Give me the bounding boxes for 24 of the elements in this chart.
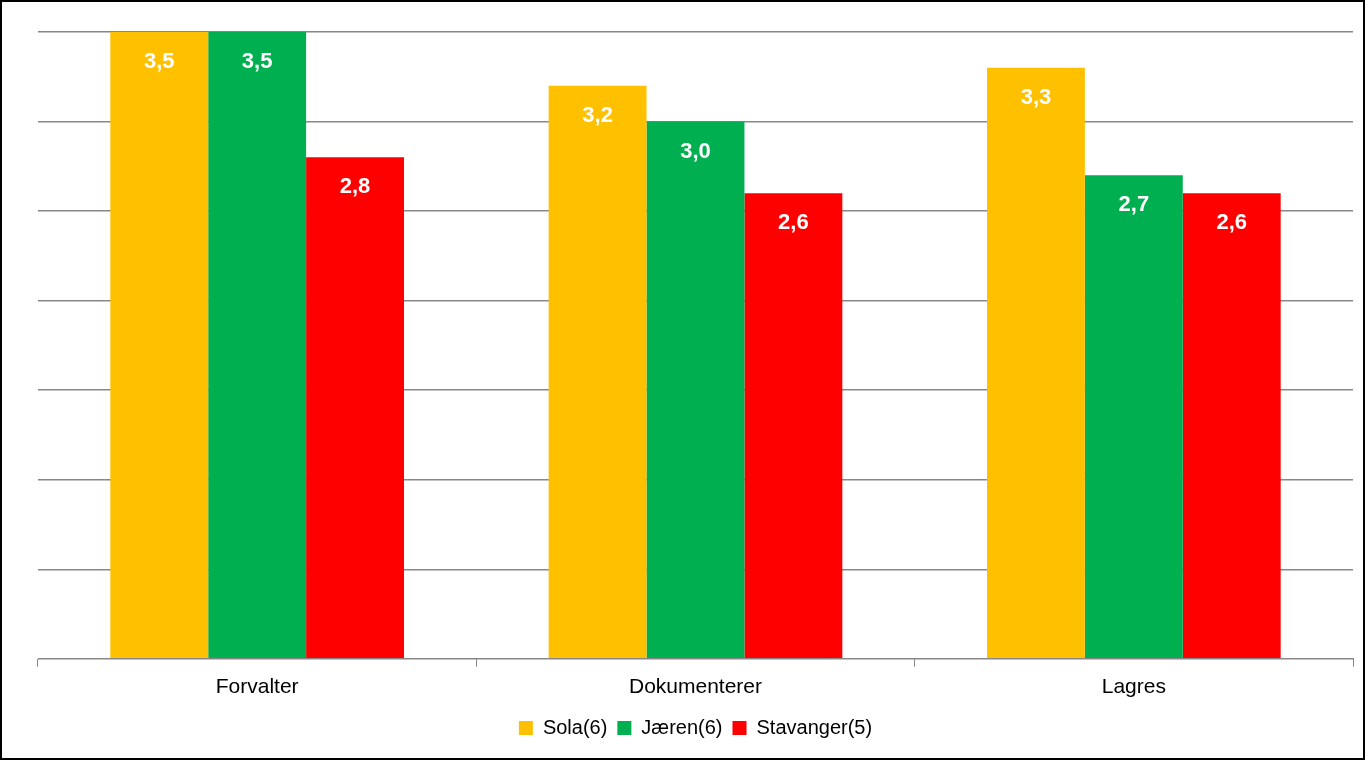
bar xyxy=(986,67,1085,659)
data-label: 2,6 xyxy=(1216,209,1248,235)
legend-label: Jæren(6) xyxy=(641,715,723,738)
bar xyxy=(110,32,209,659)
bar xyxy=(1084,175,1183,659)
bar xyxy=(744,193,843,659)
data-label: 2,6 xyxy=(778,209,809,235)
legend-label: Stavanger(5) xyxy=(756,715,873,738)
data-label: 2,7 xyxy=(1118,191,1150,217)
x-tick-label: Forvalter xyxy=(215,674,299,698)
data-label: 3,0 xyxy=(680,137,711,163)
data-label: 2,8 xyxy=(339,173,371,199)
bar xyxy=(1182,193,1281,659)
legend-label: Sola(6) xyxy=(542,715,608,738)
bar xyxy=(208,32,307,659)
x-tick-label: Lagres xyxy=(1101,674,1166,698)
bar xyxy=(306,157,405,659)
data-label: 3,2 xyxy=(582,101,613,127)
x-tick-label: Dokumenterer xyxy=(628,674,763,698)
data-label: 3,3 xyxy=(1020,83,1052,109)
bar xyxy=(548,85,647,659)
data-label: 3,5 xyxy=(143,48,175,74)
bar xyxy=(646,121,745,659)
data-label: 3,5 xyxy=(241,48,273,74)
